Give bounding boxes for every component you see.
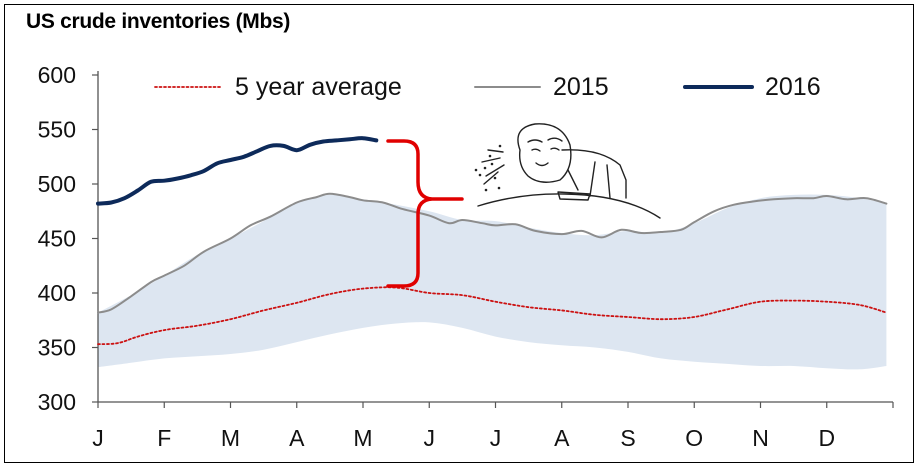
meme-face-image <box>474 123 661 219</box>
x-tick-label: M <box>221 425 240 451</box>
x-tick-label: A <box>554 425 570 451</box>
x-tick-label: O <box>685 425 703 451</box>
meme-face-stroke <box>481 149 505 185</box>
meme-face-stroke <box>531 147 560 152</box>
annotation-brace <box>386 139 464 288</box>
y-tick-label: 300 <box>38 389 76 415</box>
x-tick-label: A <box>289 425 305 451</box>
series-2016 <box>96 136 379 206</box>
meme-face-stroke <box>527 137 563 143</box>
spray-dot <box>493 176 497 180</box>
range-band <box>98 194 887 370</box>
spray-dot <box>497 186 501 190</box>
x-tick-label: J <box>490 425 502 451</box>
spray-dot <box>478 173 482 177</box>
spray-dot <box>498 144 502 148</box>
legend-label-2015: 2015 <box>553 73 609 101</box>
meme-face-stroke <box>561 149 627 199</box>
x-tick-label: N <box>752 425 769 451</box>
series-2015 <box>97 192 888 314</box>
legend: 5 year average 2015 2016 <box>154 73 821 101</box>
x-tick-label: S <box>620 425 635 451</box>
x-tick-label: M <box>353 425 372 451</box>
meme-face-stroke <box>567 161 611 199</box>
legend-label-2016: 2016 <box>765 73 821 101</box>
spray-dot <box>483 166 487 170</box>
x-tick-label: F <box>157 425 171 451</box>
chart-title: US crude inventories (Mbs) <box>26 10 291 33</box>
y-tick-label: 600 <box>38 62 76 88</box>
range-band-group <box>98 194 887 370</box>
x-tick-label: D <box>818 425 835 451</box>
y-tick-label: 400 <box>38 280 76 306</box>
spray-dot <box>490 162 494 166</box>
annotation-group <box>386 123 661 288</box>
x-tick-label: J <box>92 425 104 451</box>
spray-dot <box>474 168 478 172</box>
meme-face-stroke <box>557 191 591 201</box>
y-tick-label: 500 <box>38 171 76 197</box>
meme-face-stroke <box>517 123 572 183</box>
y-tick-label: 450 <box>38 226 76 252</box>
axes-group: 300 350 400 450 500 550 600 J F M A M J J A S O N D <box>38 62 894 451</box>
meme-face-stroke <box>477 193 661 219</box>
legend-label-5-year-average: 5 year average <box>235 73 402 101</box>
y-tick-label: 350 <box>38 335 76 361</box>
spray-dot <box>484 188 488 192</box>
meme-face-stroke <box>535 162 549 167</box>
series-group <box>96 136 888 346</box>
spray-dot <box>488 154 492 158</box>
series-5-year-average <box>97 286 888 346</box>
x-tick-label: J <box>424 425 436 451</box>
y-tick-label: 550 <box>38 117 76 143</box>
